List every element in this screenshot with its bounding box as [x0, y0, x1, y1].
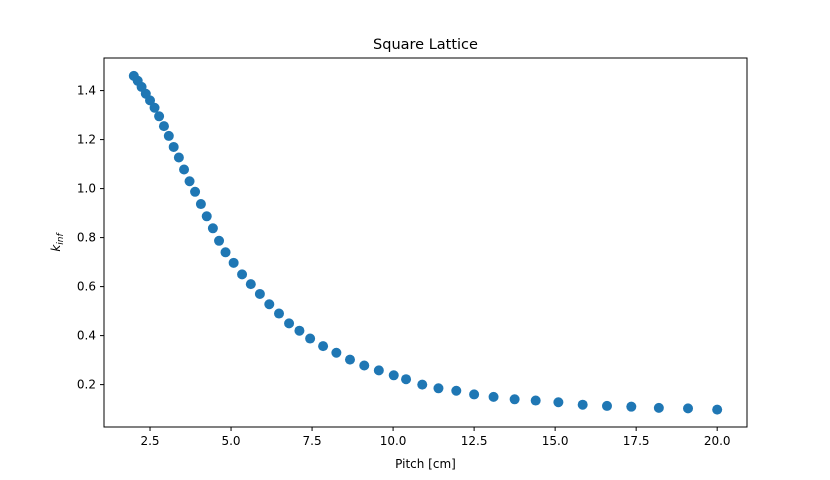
- data-point: [145, 95, 156, 106]
- data-point: [683, 403, 694, 414]
- data-point: [417, 379, 428, 390]
- y-tick-label: 1.4: [77, 84, 96, 98]
- data-point: [373, 365, 384, 376]
- y-tick-label: 0.2: [77, 378, 96, 392]
- data-point: [158, 121, 169, 132]
- data-point: [274, 308, 285, 319]
- data-point: [653, 402, 664, 413]
- data-point: [601, 400, 612, 411]
- data-point: [712, 404, 723, 415]
- data-point: [331, 347, 342, 358]
- data-point: [318, 341, 329, 352]
- data-point: [401, 374, 412, 385]
- x-tick-label: 5.0: [221, 434, 240, 448]
- data-point: [245, 279, 256, 290]
- plot-frame: [103, 57, 748, 428]
- data-point: [305, 333, 316, 344]
- y-axis-title-subscript: inf: [56, 232, 66, 245]
- data-point: [488, 391, 499, 402]
- x-axis-title: Pitch [cm]: [395, 457, 456, 471]
- data-point: [149, 102, 160, 113]
- data-point: [154, 111, 165, 122]
- data-point: [344, 354, 355, 365]
- x-tick-label: 10.0: [380, 434, 407, 448]
- x-tick-label: 7.5: [303, 434, 322, 448]
- y-tick-label: 0.6: [77, 280, 96, 294]
- data-point: [359, 360, 370, 371]
- x-tick-label: 17.5: [623, 434, 650, 448]
- data-point: [195, 199, 206, 210]
- y-tick-label: 0.4: [77, 329, 96, 343]
- data-point: [509, 394, 520, 405]
- y-axis-ticks: 0.2 0.4 0.6 0.8 1.0 1.2 1.4: [77, 84, 104, 392]
- data-point: [168, 141, 179, 152]
- data-point: [190, 186, 201, 197]
- data-point: [626, 401, 637, 412]
- x-tick-label: 2.5: [140, 434, 159, 448]
- data-points: [128, 70, 723, 415]
- data-point: [214, 235, 225, 246]
- data-point: [433, 383, 444, 394]
- y-tick-label: 1.2: [77, 133, 96, 147]
- data-point: [294, 325, 305, 336]
- y-axis-title-base: k: [49, 244, 63, 252]
- data-point: [201, 211, 212, 222]
- data-point: [220, 247, 231, 258]
- data-point: [388, 370, 399, 381]
- data-point: [469, 389, 480, 400]
- chart-title: Square Lattice: [373, 37, 478, 53]
- data-point: [530, 395, 541, 406]
- data-point: [284, 318, 295, 329]
- x-tick-label: 15.0: [542, 434, 569, 448]
- data-point: [179, 164, 190, 175]
- data-point: [228, 257, 239, 268]
- x-axis-ticks: 2.5 5.0 7.5 10.0 12.5 15.0 17.5 20.0: [140, 427, 731, 448]
- data-point: [207, 223, 218, 234]
- data-point: [553, 397, 564, 408]
- y-tick-label: 0.8: [77, 231, 96, 245]
- data-point: [173, 152, 184, 163]
- data-point: [184, 176, 195, 187]
- y-tick-label: 1.0: [77, 182, 96, 196]
- x-tick-label: 20.0: [704, 434, 731, 448]
- data-point: [237, 269, 248, 280]
- data-point: [577, 399, 588, 410]
- data-point: [451, 385, 462, 396]
- y-axis-title: kinf: [49, 232, 66, 252]
- data-point: [163, 130, 174, 141]
- data-point: [254, 288, 265, 299]
- data-point: [264, 299, 275, 310]
- x-tick-label: 12.5: [461, 434, 488, 448]
